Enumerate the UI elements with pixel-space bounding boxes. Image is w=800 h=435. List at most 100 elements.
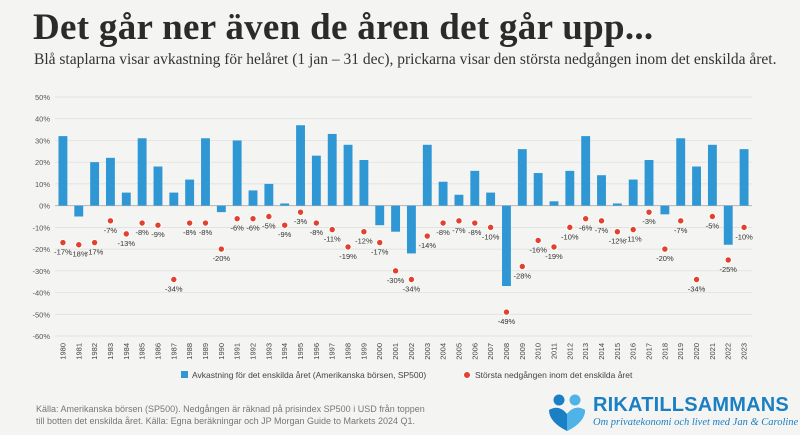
x-tick-label: 1991 bbox=[233, 343, 242, 360]
drawdown-dot bbox=[90, 238, 99, 247]
axis-layer: 50% 40% 30% 20% 10% 0% -10% -20% -30% -40% -50% -60… bbox=[32, 93, 748, 360]
drawdown-label: -34% bbox=[165, 285, 183, 294]
x-tick-label: 1996 bbox=[312, 343, 321, 360]
drawdown-label: -10% bbox=[735, 232, 753, 241]
drawdown-dot bbox=[471, 219, 479, 227]
return-bar bbox=[676, 138, 686, 206]
drawdown-dot bbox=[138, 219, 146, 227]
drawdown-dot bbox=[661, 245, 669, 253]
x-tick-label: 1984 bbox=[122, 343, 131, 360]
drawdown-dot bbox=[360, 228, 368, 236]
grid-layer bbox=[55, 96, 752, 337]
drawdown-dot bbox=[407, 275, 416, 284]
x-tick-label: 2018 bbox=[660, 343, 669, 360]
drawdown-dot bbox=[597, 217, 606, 225]
drawdown-label: -19% bbox=[339, 252, 357, 261]
drawdown-dot bbox=[201, 219, 210, 227]
return-bar bbox=[169, 192, 179, 206]
return-bar bbox=[106, 157, 115, 206]
x-tick-label: 1998 bbox=[344, 343, 353, 360]
drawdown-label: -10% bbox=[561, 232, 579, 241]
drawdown-label: -6% bbox=[230, 224, 244, 233]
drawdown-dot bbox=[613, 228, 622, 236]
drawdown-label: -17% bbox=[371, 248, 389, 257]
return-bar bbox=[74, 205, 84, 217]
x-tick-label: 2023 bbox=[740, 343, 749, 360]
drawdown-label: -3% bbox=[642, 217, 656, 226]
x-tick-label: 2011 bbox=[549, 343, 558, 359]
x-tick-label: 1981 bbox=[74, 343, 83, 360]
drawdown-dot bbox=[423, 232, 431, 240]
return-bar bbox=[391, 205, 401, 232]
legend-bar-label: Avkastning för det enskilda året (Amerik… bbox=[192, 370, 426, 380]
drawdown-label: -25% bbox=[719, 265, 737, 274]
x-tick-label: 1987 bbox=[169, 343, 178, 360]
y-tick-label: -30% bbox=[32, 267, 50, 276]
x-tick-label: 2008 bbox=[502, 343, 511, 360]
y-tick-label: 0% bbox=[39, 202, 50, 211]
return-bar bbox=[628, 179, 638, 206]
brand-name: RIKATILLSAMMANS bbox=[593, 394, 789, 416]
drawdown-dot bbox=[122, 230, 130, 238]
x-tick-label: 1994 bbox=[280, 343, 289, 360]
source-note: Källa: Amerikanska börsen (SP500). Nedgå… bbox=[36, 404, 425, 426]
y-tick-label: -10% bbox=[32, 223, 50, 232]
drawdown-dot bbox=[708, 212, 717, 221]
drawdown-dot bbox=[486, 223, 495, 232]
drawdown-dot bbox=[185, 219, 194, 227]
x-tick-label: 2014 bbox=[597, 343, 606, 360]
return-bar bbox=[359, 160, 369, 206]
x-tick-label: 2000 bbox=[375, 343, 384, 360]
legend-dot-label: Största nedgången inom det enskilda året bbox=[475, 370, 633, 380]
return-bar bbox=[280, 203, 290, 206]
x-tick-label: 2015 bbox=[613, 343, 622, 360]
drawdown-label: -8% bbox=[135, 228, 149, 237]
drawdown-dot bbox=[328, 225, 336, 234]
x-tick-label: 1990 bbox=[217, 343, 226, 360]
y-tick-label: 20% bbox=[35, 158, 50, 167]
return-bar bbox=[549, 201, 559, 206]
drawdown-label: -6% bbox=[579, 224, 593, 233]
drawdown-dot bbox=[724, 256, 732, 264]
return-bar bbox=[153, 166, 163, 206]
drawdown-label: -8% bbox=[436, 228, 450, 237]
return-bar bbox=[296, 125, 305, 206]
x-tick-label: 2021 bbox=[708, 343, 717, 360]
brand-logo-icon bbox=[549, 394, 585, 431]
x-tick-label: 2009 bbox=[518, 343, 527, 360]
brand-block: RIKATILLSAMMANS Om privatekonomi och liv… bbox=[545, 390, 798, 434]
x-tick-label: 2007 bbox=[486, 343, 495, 360]
x-tick-label: 2003 bbox=[423, 343, 432, 360]
return-bar bbox=[343, 144, 353, 206]
return-bar bbox=[375, 205, 385, 226]
x-tick-label: 2017 bbox=[645, 343, 654, 360]
x-tick-label: 2002 bbox=[407, 343, 416, 360]
x-tick-label: 2010 bbox=[534, 343, 543, 360]
drawdown-dot bbox=[344, 243, 352, 251]
x-tick-label: 1980 bbox=[58, 343, 67, 360]
drawdown-label: -13% bbox=[118, 239, 136, 248]
drawdown-label: -5% bbox=[706, 222, 720, 231]
drawdown-dot bbox=[233, 214, 241, 223]
y-tick-label: 50% bbox=[35, 93, 50, 102]
return-bar bbox=[216, 205, 226, 213]
drawdown-label: -16% bbox=[529, 245, 547, 254]
x-tick-label: 2022 bbox=[724, 343, 733, 360]
x-tick-label: 1988 bbox=[185, 343, 194, 360]
return-bar bbox=[660, 205, 670, 215]
drawdown-label: -49% bbox=[498, 317, 516, 326]
drawdown-label: -8% bbox=[183, 228, 197, 237]
drawdown-dot bbox=[740, 223, 748, 232]
drawdown-dot bbox=[566, 223, 574, 232]
drawdown-label: -3% bbox=[294, 217, 308, 226]
return-bar bbox=[248, 190, 258, 206]
drawdown-dot bbox=[629, 225, 637, 234]
x-tick-label: 1982 bbox=[90, 343, 99, 360]
return-bar bbox=[486, 192, 496, 206]
drawdown-label: -8% bbox=[468, 228, 482, 237]
return-bar bbox=[58, 136, 68, 206]
y-tick-label: -20% bbox=[32, 245, 50, 254]
drawdown-dot bbox=[217, 245, 226, 253]
return-bar bbox=[121, 192, 131, 206]
drawdown-dot bbox=[455, 217, 463, 225]
